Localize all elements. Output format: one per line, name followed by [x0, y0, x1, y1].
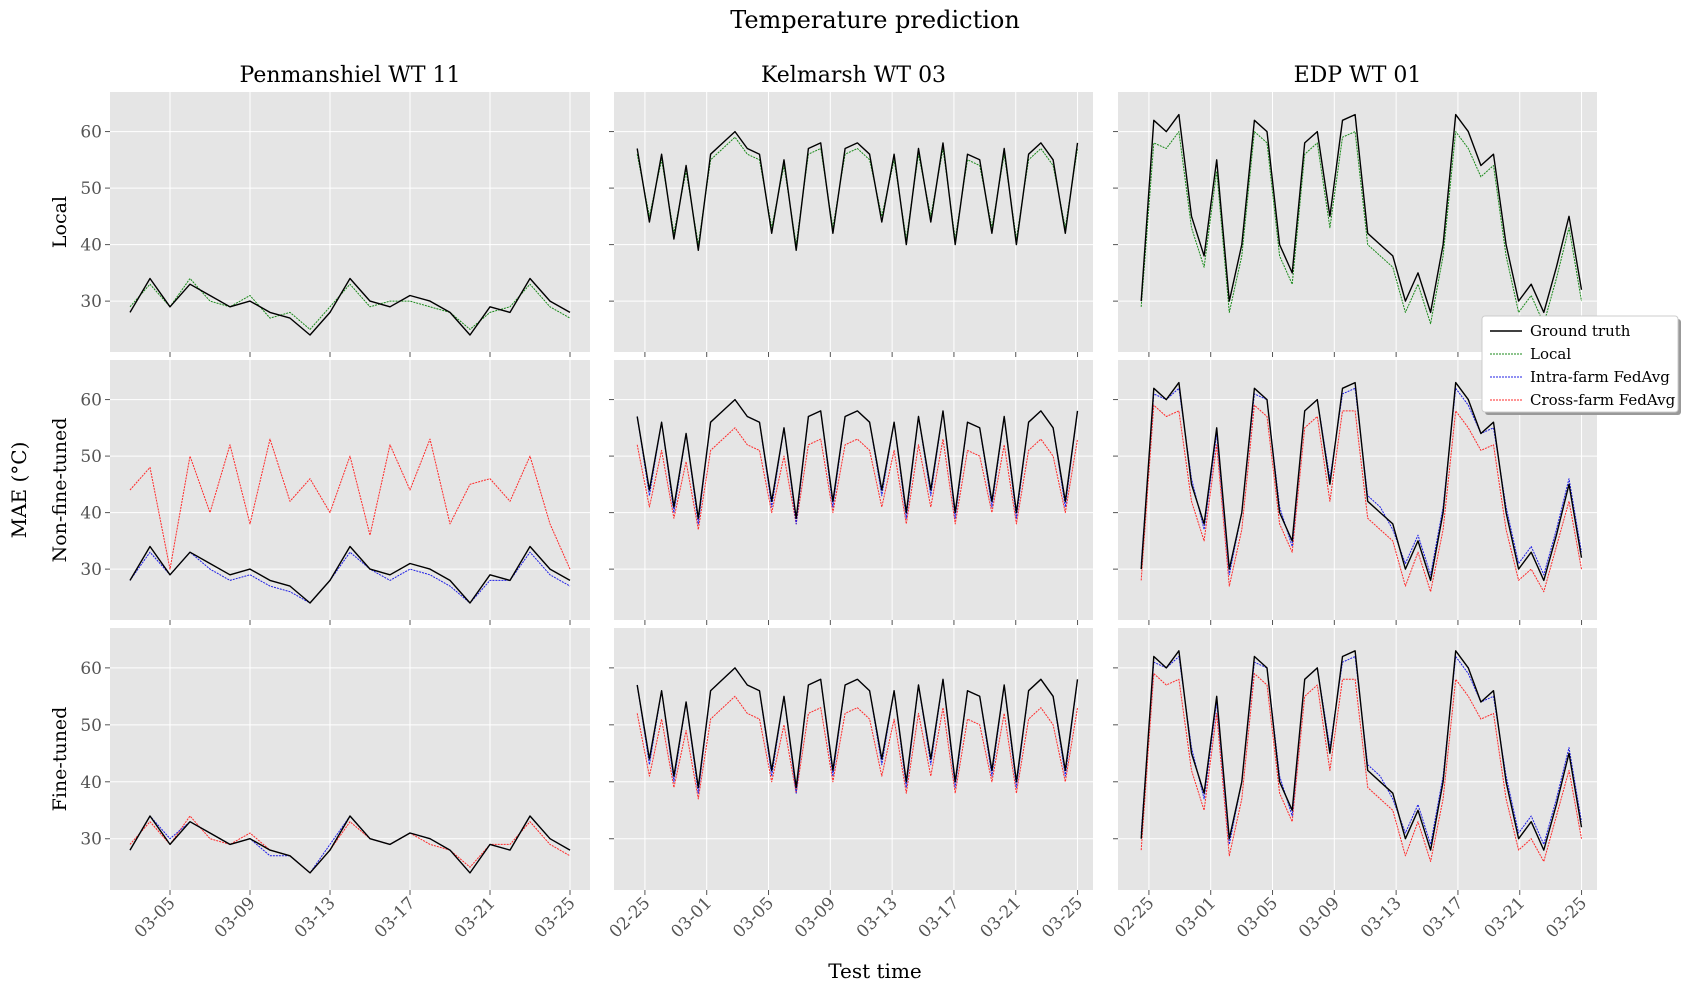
- series-cross-farm: [129, 438, 571, 570]
- panel-background: [614, 92, 1093, 352]
- x-tick-label: 03-25: [1038, 893, 1087, 942]
- panel: 02-25 03-01 03-05 03-09 03-13 03-17 03-21 03-25: [1110, 628, 1597, 942]
- x-tick-label: 03-01: [1171, 893, 1220, 942]
- panel: 30 40 50 60 Local: [49, 92, 590, 357]
- x-tick-label: 03-05: [729, 893, 778, 942]
- series-ground-truth: [129, 277, 571, 336]
- series-intra-farm: [1140, 656, 1582, 845]
- series-cross-farm: [636, 695, 1078, 800]
- x-tick-label: 03-13: [291, 893, 340, 942]
- legend: Ground truth Local Intra-farm FedAvg Cross-…: [1481, 315, 1681, 415]
- panel: 30 40 50 60 03-05 03-09 03-13 03-17 03-21 03-25 Fi…: [49, 628, 590, 942]
- legend-box: [1481, 315, 1679, 413]
- panel: [609, 360, 1093, 625]
- row-label: Non-fine-tuned: [49, 418, 71, 563]
- y-tick-label: 50: [80, 716, 102, 736]
- series-ground-truth: [636, 398, 1079, 519]
- panel-background: [110, 360, 590, 620]
- series-ground-truth: [1140, 650, 1583, 851]
- legend-label: Ground truth: [1530, 322, 1631, 340]
- series-local: [1140, 131, 1582, 325]
- y-tick-label: 30: [80, 830, 102, 850]
- x-tick-label: 03-17: [915, 893, 964, 942]
- x-tick-label: 03-17: [371, 893, 420, 942]
- legend-label: Intra-farm FedAvg: [1530, 368, 1670, 386]
- series-cross-farm: [636, 427, 1078, 531]
- panel-background: [614, 360, 1093, 620]
- x-axis-label: Test time: [828, 959, 922, 983]
- x-tick-label: 03-05: [131, 893, 180, 942]
- panel: [609, 92, 1093, 357]
- column-title: Penmanshiel WT 11: [240, 63, 461, 88]
- series-ground-truth: [636, 667, 1079, 789]
- y-tick-label: 60: [80, 391, 102, 411]
- series-ground-truth: [129, 545, 571, 604]
- panel: 30 40 50 60 Non-fine-tuned: [49, 360, 590, 625]
- legend-label: Cross-farm FedAvg: [1530, 391, 1676, 409]
- x-tick-label: 03-13: [853, 893, 902, 942]
- y-tick-label: 30: [80, 292, 102, 312]
- y-tick-label: 60: [80, 659, 102, 679]
- panel: [1113, 92, 1597, 357]
- y-tick-label: 30: [80, 560, 102, 580]
- x-tick-label: 03-09: [1295, 893, 1344, 942]
- figure-title: Temperature prediction: [730, 6, 1020, 34]
- series-local: [636, 136, 1078, 246]
- series-ground-truth: [1140, 113, 1583, 314]
- panels-group: Penmanshiel WT 11 30 40 50 60 Local 30 40 50 60 No…: [49, 63, 1597, 942]
- x-tick-label: 03-05: [1233, 893, 1282, 942]
- x-tick-label: 03-09: [211, 893, 260, 942]
- y-tick-label: 40: [80, 773, 102, 793]
- y-tick-label: 50: [80, 447, 102, 467]
- x-tick-label: 03-25: [1542, 893, 1591, 942]
- x-tick-label: 03-21: [451, 893, 500, 942]
- y-tick-label: 50: [80, 179, 102, 199]
- x-tick-label: 03-09: [791, 893, 840, 942]
- series-cross-farm: [1140, 673, 1582, 862]
- panel: 02-25 03-01 03-05 03-09 03-13 03-17 03-21 03-25: [606, 628, 1093, 942]
- series-cross-farm: [129, 815, 571, 874]
- panel-background: [614, 628, 1093, 890]
- series-cross-farm: [1140, 404, 1582, 593]
- y-tick-label: 40: [80, 504, 102, 524]
- x-tick-label: 03-01: [667, 893, 716, 942]
- row-label: Local: [49, 196, 71, 248]
- legend-label: Local: [1530, 345, 1571, 363]
- y-tick-label: 60: [80, 123, 102, 143]
- series-ground-truth: [1140, 381, 1583, 582]
- series-intra-farm: [129, 551, 571, 604]
- y-tick-label: 40: [80, 236, 102, 256]
- x-tick-label: 03-17: [1419, 893, 1468, 942]
- x-tick-label: 03-25: [531, 893, 580, 942]
- series-ground-truth: [129, 815, 571, 874]
- panel-background: [110, 628, 590, 890]
- column-title: EDP WT 01: [1294, 63, 1422, 88]
- series-local: [129, 278, 571, 330]
- series-ground-truth: [636, 130, 1079, 252]
- y-axis-label: MAE (°C): [7, 442, 31, 539]
- x-tick-label: 03-21: [1480, 893, 1529, 942]
- row-label: Fine-tuned: [49, 707, 71, 812]
- panel-background: [110, 92, 590, 352]
- x-tick-label: 03-13: [1357, 893, 1406, 942]
- x-tick-label: 03-21: [976, 893, 1025, 942]
- x-tick-label: 02-25: [1110, 893, 1159, 942]
- x-tick-label: 02-25: [606, 893, 655, 942]
- column-title: Kelmarsh WT 03: [761, 63, 946, 88]
